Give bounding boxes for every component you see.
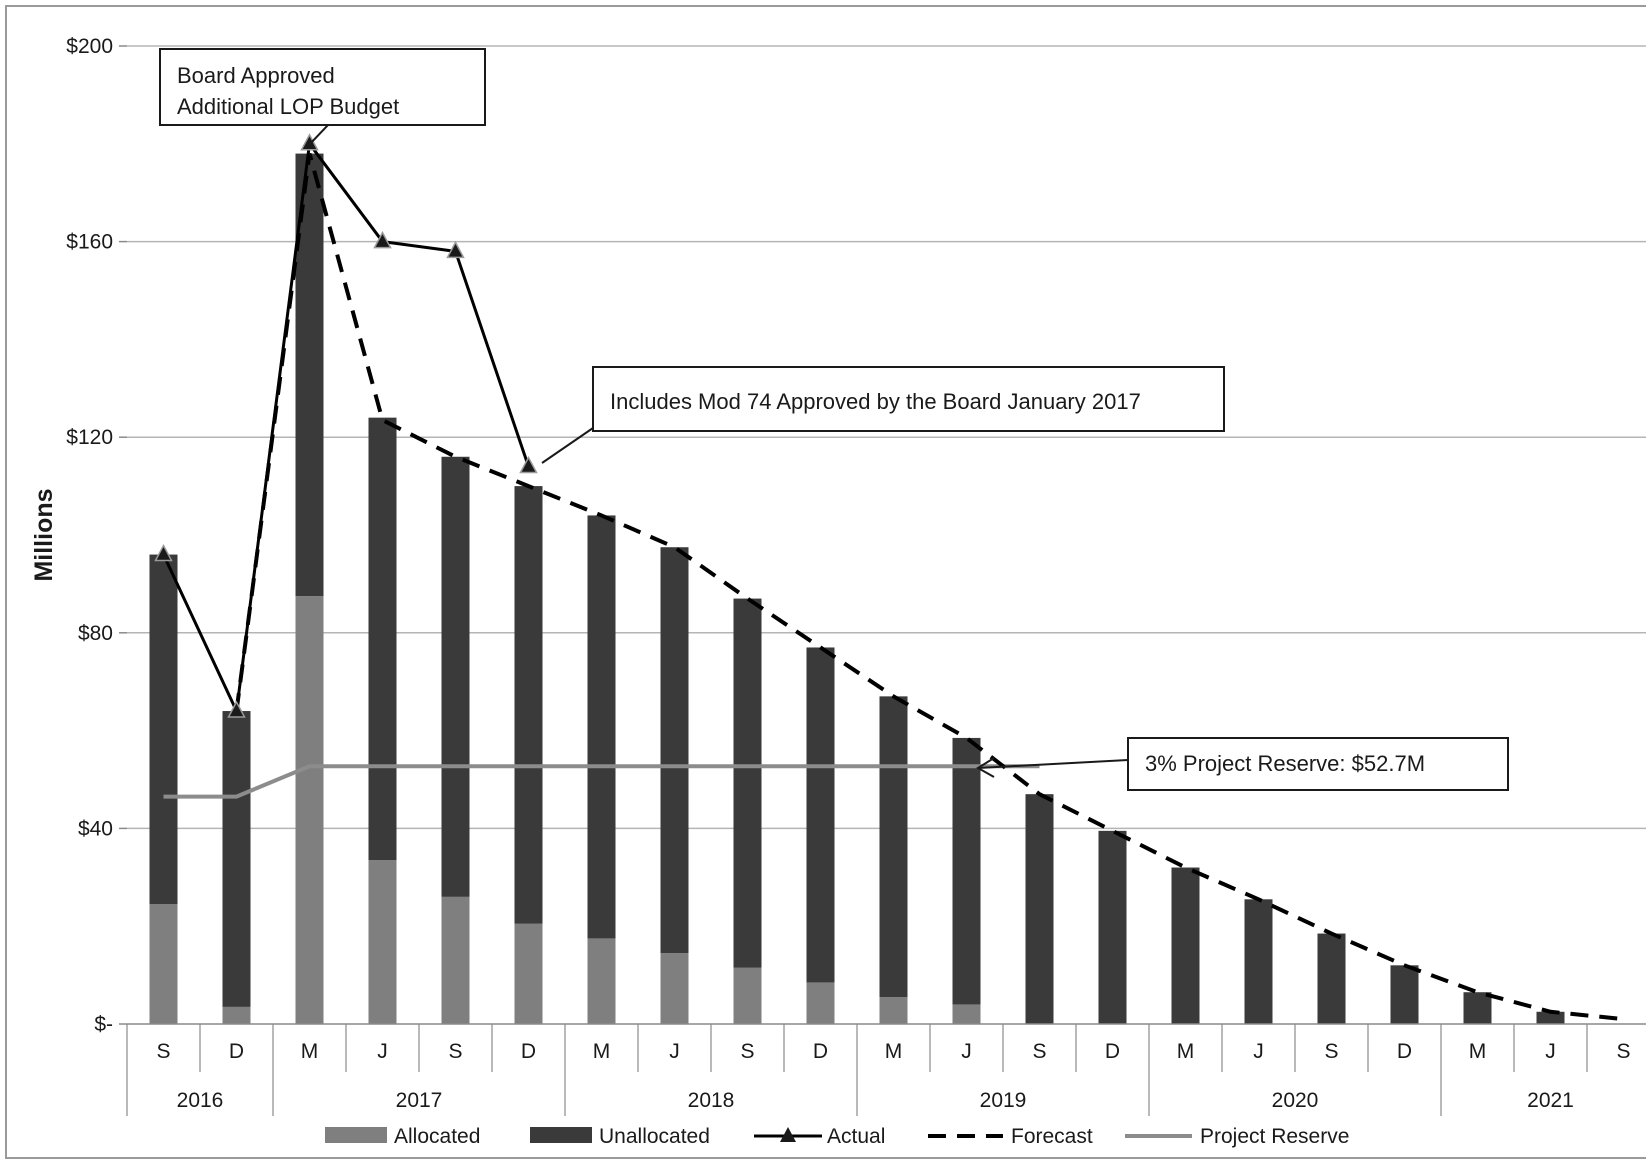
bar-allocated xyxy=(806,982,835,1024)
year-label: 2021 xyxy=(1527,1089,1574,1112)
bar-allocated xyxy=(295,596,324,1024)
bar-unallocated xyxy=(1098,830,1127,1024)
x-tick-label: D xyxy=(1397,1040,1412,1063)
x-tick-label: M xyxy=(885,1040,903,1063)
reserve-callout-text: 3% Project Reserve: $52.7M xyxy=(1145,751,1425,776)
bar-allocated xyxy=(952,1004,981,1024)
mod74-callout-pointer xyxy=(541,427,594,464)
x-tick-label: S xyxy=(448,1040,462,1063)
legend-marker-actual xyxy=(780,1127,796,1142)
bar-unallocated xyxy=(733,598,762,968)
bar-allocated xyxy=(149,904,178,1024)
x-tick-label: D xyxy=(229,1040,244,1063)
x-tick-label: S xyxy=(1324,1040,1338,1063)
bar-unallocated xyxy=(441,456,470,897)
bar-unallocated xyxy=(879,696,908,998)
x-tick-label: D xyxy=(1105,1040,1120,1063)
actual-marker xyxy=(227,700,246,718)
y-axis-title: Millions xyxy=(30,488,58,581)
y-tick-label: $40 xyxy=(78,817,113,840)
actual-marker xyxy=(300,133,319,151)
bar-allocated xyxy=(733,967,762,1024)
actual-marker xyxy=(519,455,538,474)
actual-marker xyxy=(373,231,392,249)
reserve-callout-box xyxy=(1127,737,1509,791)
year-label: 2016 xyxy=(177,1089,224,1112)
bar-unallocated xyxy=(1536,1011,1565,1024)
y-tick-label: $200 xyxy=(66,35,113,58)
bar-unallocated xyxy=(1390,965,1419,1024)
x-tick-label: D xyxy=(521,1040,536,1063)
bar-unallocated xyxy=(806,647,835,983)
x-tick-label: S xyxy=(1616,1040,1630,1063)
legend-label-forecast: Forecast xyxy=(1011,1125,1093,1148)
bar-unallocated xyxy=(1463,992,1492,1024)
x-tick-label: S xyxy=(1032,1040,1046,1063)
year-label: 2020 xyxy=(1272,1089,1319,1112)
y-tick-label: $- xyxy=(94,1013,113,1036)
board-callout-box xyxy=(159,48,486,126)
mod74-callout-text: Includes Mod 74 Approved by the Board Ja… xyxy=(610,389,1141,414)
legend: Allocated Unallocated Actual Forecast Projec… xyxy=(325,1125,1349,1148)
bar-allocated xyxy=(514,923,543,1024)
y-tick-label: $80 xyxy=(78,622,113,645)
bar-allocated xyxy=(587,938,616,1024)
bar-unallocated xyxy=(587,515,616,939)
legend-label-project-reserve: Project Reserve xyxy=(1200,1125,1349,1148)
bar-unallocated xyxy=(514,486,543,924)
bar-unallocated xyxy=(952,737,981,1005)
bar-allocated xyxy=(368,860,397,1024)
board-callout-line1: Board Approved xyxy=(177,63,335,88)
x-tick-label: J xyxy=(669,1040,680,1063)
legend-label-allocated: Allocated xyxy=(394,1125,480,1148)
bar-unallocated xyxy=(1317,933,1346,1024)
bar-allocated xyxy=(879,997,908,1024)
x-tick-label: M xyxy=(1177,1040,1195,1063)
legend-label-actual: Actual xyxy=(827,1125,885,1148)
axes: $- $40 $80 $120 $160 $200 Millions S D M J S D M J S D M J… xyxy=(30,35,1646,1116)
bar-allocated xyxy=(660,953,689,1024)
year-label: 2019 xyxy=(980,1089,1027,1112)
bar-unallocated xyxy=(368,417,397,861)
y-tick-label: $120 xyxy=(66,426,113,449)
reserve-line xyxy=(163,764,1040,799)
actual-line xyxy=(162,139,530,717)
x-tick-label: J xyxy=(1253,1040,1264,1063)
reserve-callout-pointer xyxy=(977,759,1129,769)
x-tick-label: S xyxy=(156,1040,170,1063)
forecast-line xyxy=(234,153,1624,1022)
x-tick-label: M xyxy=(301,1040,319,1063)
legend-swatch-allocated xyxy=(325,1127,387,1143)
x-tick-label: J xyxy=(377,1040,388,1063)
reserve-callout-arrowhead xyxy=(976,757,995,778)
bar-unallocated xyxy=(222,711,251,1007)
bar-allocated xyxy=(222,1006,251,1024)
x-tick-label: J xyxy=(1545,1040,1556,1063)
bar-unallocated xyxy=(1244,899,1273,1024)
x-tick-label: D xyxy=(813,1040,828,1063)
bar-unallocated xyxy=(660,547,689,954)
year-label: 2018 xyxy=(688,1089,735,1112)
x-tick-label: S xyxy=(740,1040,754,1063)
bar-allocated xyxy=(441,896,470,1024)
bar-unallocated xyxy=(1025,794,1054,1024)
legend-label-unallocated: Unallocated xyxy=(599,1125,710,1148)
board-callout-pointer xyxy=(308,124,329,146)
board-callout-line2: Additional LOP Budget xyxy=(177,94,399,119)
x-tick-label: M xyxy=(1469,1040,1487,1063)
y-tick-label: $160 xyxy=(66,231,113,254)
mod74-callout-box xyxy=(592,366,1225,432)
bar-unallocated xyxy=(149,554,178,905)
annotations: Board Approved Additional LOP Budget Inclu… xyxy=(159,48,1509,791)
line-layer xyxy=(154,133,1624,1022)
x-tick-label: J xyxy=(961,1040,972,1063)
actual-marker xyxy=(154,543,173,562)
legend-swatch-unallocated xyxy=(530,1127,592,1143)
x-tick-label: M xyxy=(593,1040,611,1063)
actual-marker xyxy=(446,240,465,259)
bar-unallocated xyxy=(1171,867,1200,1024)
year-label: 2017 xyxy=(396,1089,443,1112)
